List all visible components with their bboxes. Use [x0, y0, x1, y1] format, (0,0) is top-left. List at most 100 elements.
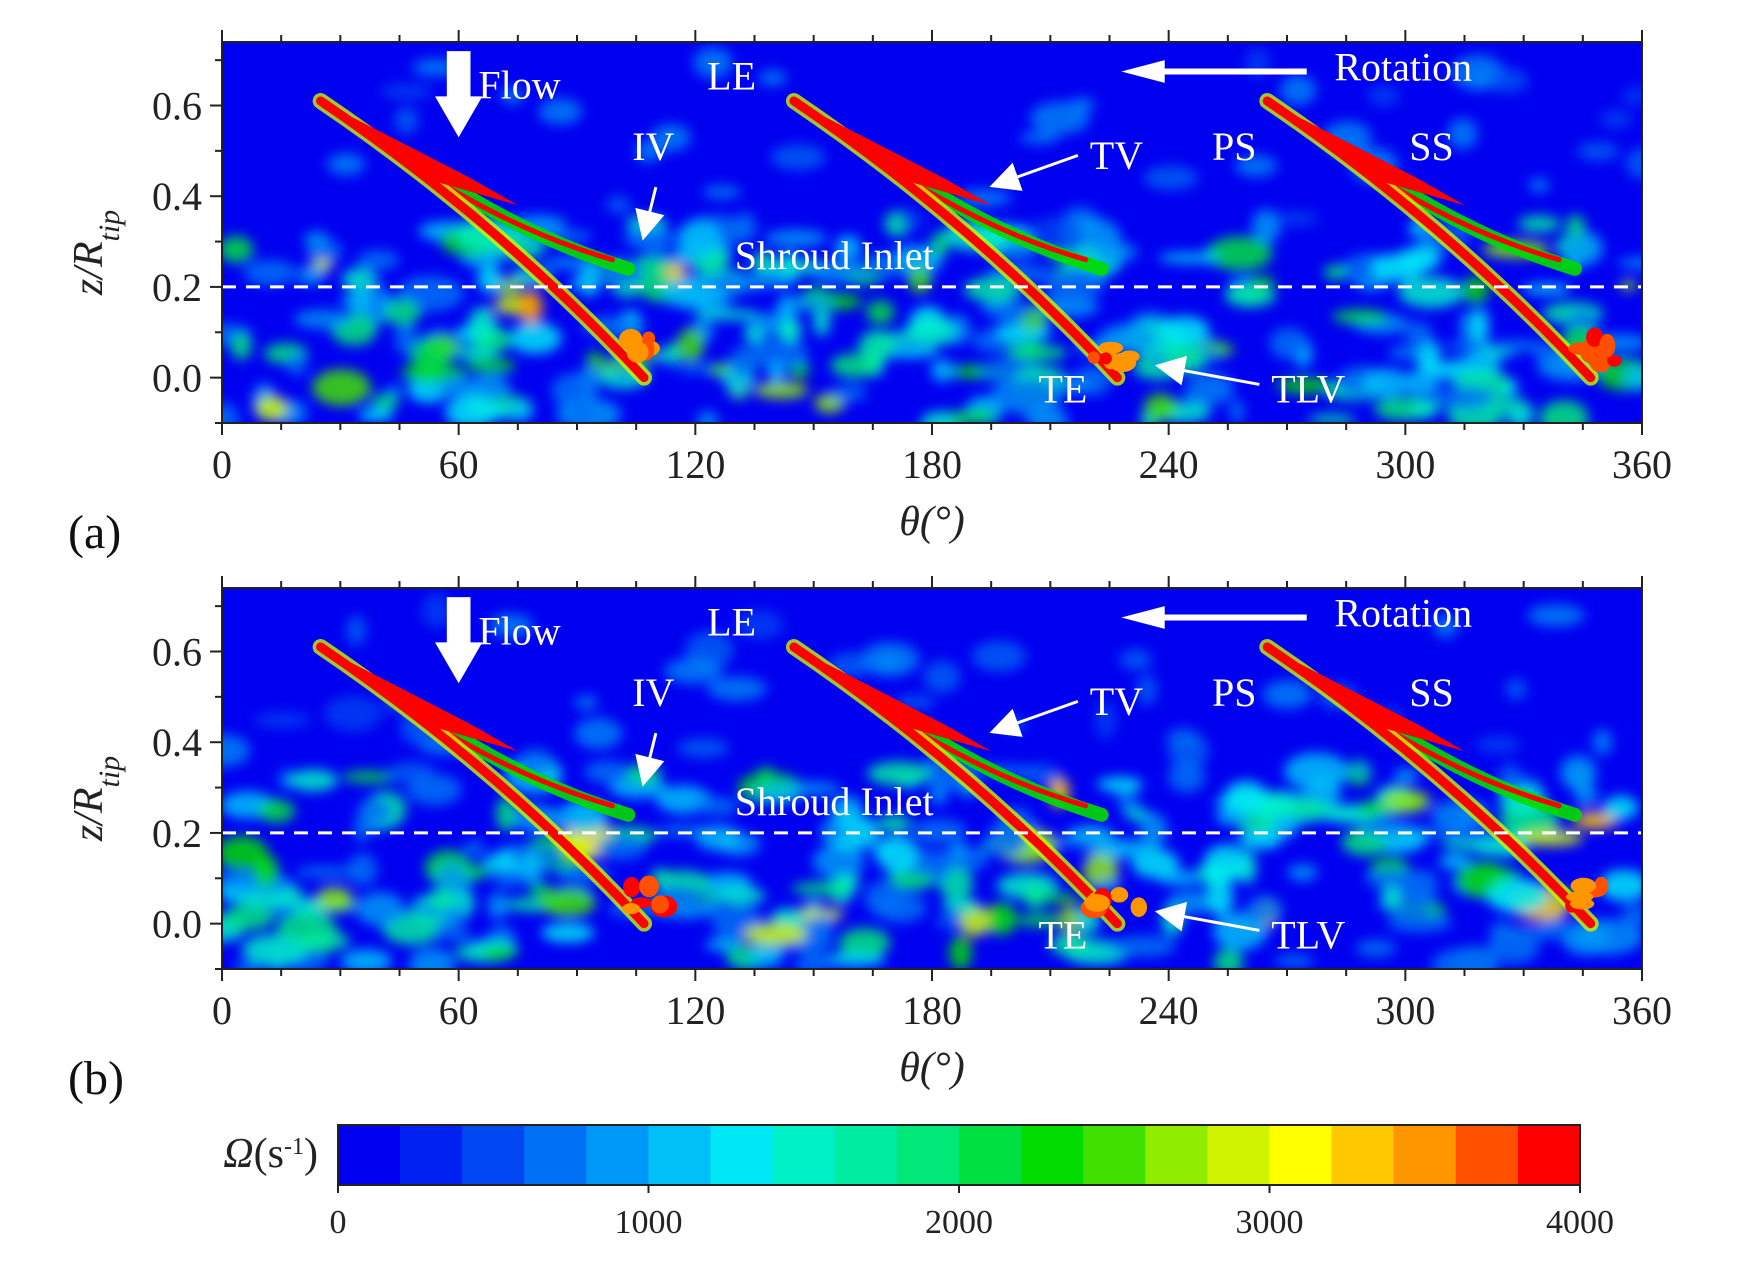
- vorticity-blob: [1623, 364, 1642, 391]
- y-axis-title-main: z/R: [66, 788, 112, 843]
- vorticity-blob: [1405, 321, 1433, 349]
- te-vortex-blob: [1594, 876, 1609, 896]
- vorticity-blob: [518, 290, 543, 324]
- rotation-label: Rotation: [1334, 45, 1472, 90]
- vorticity-blob: [1308, 414, 1356, 423]
- vorticity-blob: [1393, 769, 1419, 782]
- vorticity-blob: [930, 359, 955, 382]
- vorticity-blob: [1207, 878, 1234, 916]
- colorbar-title-symbol: Ω: [223, 1131, 253, 1177]
- colorbar-swatch: [1083, 1125, 1146, 1185]
- y-tick-label: 0.4: [152, 174, 202, 219]
- vorticity-blob: [1599, 109, 1633, 129]
- vorticity-blob: [386, 383, 403, 397]
- vorticity-blob: [788, 295, 833, 312]
- vorticity-blob: [1119, 649, 1153, 671]
- vorticity-blob: [1387, 913, 1453, 933]
- vorticity-blob: [1461, 276, 1490, 304]
- vorticity-blobs: [222, 592, 1642, 969]
- x-tick-label: 0: [212, 988, 232, 1033]
- vorticity-blob: [702, 185, 742, 199]
- vorticity-blob: [834, 234, 862, 261]
- vorticity-blob: [1216, 807, 1247, 826]
- vorticity-blob: [624, 226, 674, 250]
- te-vortex-blob: [1119, 350, 1140, 363]
- vorticity-blob: [744, 327, 764, 343]
- vorticity-blob: [665, 263, 687, 282]
- vorticity-blob: [1061, 904, 1079, 935]
- vorticity-blob: [754, 381, 809, 399]
- vorticity-blob: [421, 592, 452, 629]
- vorticity-blob: [964, 276, 1022, 303]
- vorticity-blob: [357, 249, 400, 271]
- vorticity-blob: [858, 330, 894, 362]
- annotations: Flow LE Rotation IV TV PS SS Shroud Inlet TE TLV: [435, 45, 1472, 412]
- vorticity-blob: [1565, 214, 1586, 237]
- te-vortex-blob: [1599, 333, 1616, 358]
- vorticity-blob: [347, 853, 378, 886]
- vorticity-blob: [358, 407, 394, 422]
- vorticity-blob: [996, 378, 1062, 416]
- vorticity-blob: [1362, 368, 1410, 398]
- vorticity-blob: [747, 338, 809, 370]
- vorticity-blob: [340, 949, 392, 969]
- vorticity-blob: [707, 676, 767, 701]
- vorticity-blob: [312, 369, 371, 406]
- vorticity-blob: [1568, 768, 1594, 792]
- vorticity-blob: [693, 309, 761, 321]
- vorticity-blob: [1602, 795, 1639, 820]
- vorticity-blob: [1576, 142, 1620, 161]
- vorticity-blob: [664, 658, 723, 684]
- vorticity-blob: [812, 844, 865, 879]
- x-tick-label: 180: [902, 442, 962, 487]
- vorticity-blob: [1094, 700, 1117, 740]
- colorbar-swatch: [1455, 1125, 1519, 1185]
- vorticity-blob: [1096, 776, 1144, 792]
- vorticity-blob: [793, 956, 831, 969]
- te-vortex-blob: [1607, 354, 1622, 367]
- vorticity-blob: [1188, 372, 1234, 403]
- vorticity-blob: [1143, 165, 1199, 191]
- colorbar-tick-label: 0: [330, 1204, 347, 1241]
- blade-wedge: [793, 646, 992, 752]
- vorticity-blob: [677, 327, 705, 363]
- vorticity-blob: [1237, 830, 1282, 850]
- vorticity-blob: [904, 317, 956, 348]
- y-tick-label: 0.2: [152, 265, 202, 310]
- vorticity-blob: [341, 291, 395, 310]
- vorticity-blob: [477, 265, 503, 294]
- vorticity-blob: [1273, 210, 1319, 227]
- vorticity-blob: [342, 770, 395, 783]
- vorticity-blob: [583, 760, 632, 784]
- vorticity-blob: [956, 189, 1013, 207]
- colorbar-tick-label: 3000: [1236, 1204, 1304, 1241]
- vorticity-blob: [1161, 905, 1184, 936]
- vorticity-blob: [1620, 280, 1637, 291]
- vorticity-blob: [1228, 399, 1245, 423]
- colorbar-title-close: ): [304, 1131, 318, 1177]
- te-vortex-blob: [642, 331, 656, 345]
- vorticity-blob: [255, 395, 288, 422]
- vorticity-blob: [1160, 315, 1210, 345]
- vorticity-blob: [1383, 789, 1431, 813]
- vorticity-blob: [1496, 926, 1563, 942]
- x-tick-label: 360: [1612, 442, 1672, 487]
- vorticity-blob: [650, 123, 691, 152]
- vorticity-blob: [1592, 728, 1613, 756]
- vorticity-blob: [1139, 813, 1168, 846]
- vorticity-blob: [1029, 101, 1090, 135]
- shroud-inlet-label: Shroud Inlet: [735, 779, 934, 824]
- vorticity-blob: [780, 319, 802, 343]
- x-axis-title: θ(°): [899, 1045, 964, 1091]
- vorticity-blob: [346, 615, 367, 646]
- te-vortex-blob: [1099, 352, 1112, 365]
- vorticity-blob: [1408, 869, 1439, 903]
- vorticity-blob: [509, 322, 562, 354]
- vorticity-blob: [1419, 358, 1440, 374]
- vorticity-blob: [410, 339, 450, 377]
- vorticity-blob: [1269, 327, 1309, 360]
- vorticity-blob: [838, 873, 860, 889]
- vorticity-blob: [1049, 933, 1093, 956]
- blade-wedge: [320, 646, 518, 752]
